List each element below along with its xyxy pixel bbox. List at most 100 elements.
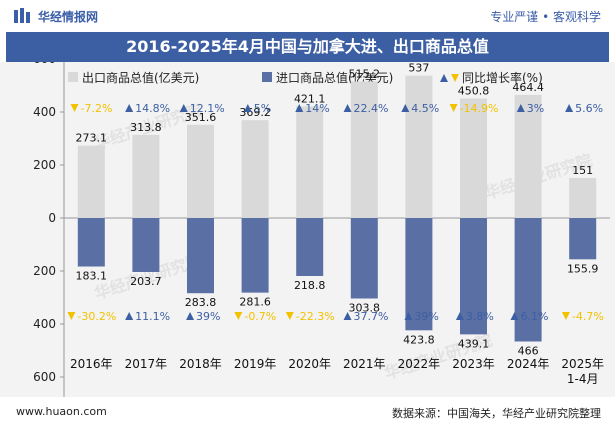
import-value-label: 218.8 [294,279,326,292]
y-tick-label: 600 [33,62,56,66]
chart-svg: 华经产业研究院华经产业研究院华经产业研究院华经产业研究院出口商品总值(亿美元)进… [33,0,610,427]
export-value-label: 421.1 [294,92,326,105]
import-value-label: 466 [518,344,539,357]
export-value-label: 464.4 [512,81,544,94]
export-bar [569,177,597,218]
y-tick-label: 0 [48,211,56,225]
export-growth-label: 4.5% [411,102,439,115]
legend-up-arrow-icon [440,74,448,82]
import-growth-label: 39% [414,310,438,323]
y-tick-label: 200 [33,158,56,172]
legend-label-growth: 同比增长率(%) [462,70,543,85]
export-growth-label: 12.1% [190,102,225,115]
data-source: 数据来源：中国海关，华经产业研究院整理 [392,407,601,420]
export-growth-label: -7.2% [81,102,113,115]
export-value-label: 313.8 [130,121,162,134]
export-growth-up-arrow-icon [295,104,304,112]
import-growth-label: 11.1% [135,310,170,323]
import-value-label: 303.8 [349,302,381,315]
export-bar [405,75,433,218]
legend-label-export: 出口商品总值(亿美元) [82,70,199,85]
export-bar [460,98,487,218]
x-tick-label: 2023年 [452,357,495,371]
import-bar [241,218,269,293]
export-growth-label: 3% [527,102,544,115]
top-bar: 华经情报网 专业严谨 • 客观科学 [0,0,615,30]
import-growth-up-arrow-icon [510,312,519,320]
x-tick-label: 2018年 [179,357,222,371]
legend-label-import: 进口商品总值(亿美元) [276,70,393,85]
y-tick-label: 200 [33,264,56,278]
brand-logo-icon [14,8,30,23]
export-growth-up-arrow-icon [343,104,352,112]
import-value-label: 283.8 [185,296,217,309]
export-bar [241,120,269,218]
export-bar [187,124,214,218]
export-growth-up-arrow-icon [401,104,410,112]
tagline: 专业严谨 • 客观科学 [490,10,601,24]
export-value-label: 273.1 [76,132,108,145]
legend-down-arrow-icon [451,74,459,82]
legend-swatch-export [68,72,78,82]
import-growth-label: 3.8% [466,310,494,323]
import-growth-up-arrow-icon [343,312,352,320]
export-value-label: 515.2 [349,67,381,80]
import-growth-down-arrow-icon [234,312,243,320]
import-bar [132,218,160,272]
import-growth-label: -30.2% [77,310,116,323]
export-growth-up-arrow-icon [179,104,188,112]
export-value-label: 450.8 [458,85,490,98]
export-bar [350,81,378,218]
import-bar [514,218,542,342]
x-tick-label: 2024年 [507,357,550,371]
website-link[interactable]: www.huaon.com [16,405,107,418]
export-growth-label: 14% [305,102,329,115]
x-tick-label: 2022年 [398,357,441,371]
x-tick-label: 1-4月 [567,372,599,386]
import-growth-label: -22.3% [296,310,335,323]
export-growth-down-arrow-icon [449,104,458,112]
import-growth-label: -4.7% [572,310,604,323]
export-growth-up-arrow-icon [125,104,134,112]
import-value-label: 203.7 [130,275,162,288]
x-tick-label: 2019年 [234,357,277,371]
export-bar [296,106,324,218]
import-growth-up-arrow-icon [186,312,195,320]
export-growth-label: 22.4% [354,102,389,115]
export-bar [77,145,105,218]
export-growth-up-arrow-icon [516,104,525,112]
legend-swatch-import [262,72,272,82]
y-tick-label: 600 [33,370,56,384]
import-bar [460,218,487,335]
import-growth-label: 6.1% [521,310,549,323]
import-bar [187,218,214,294]
x-tick-label: 2025年 [561,357,604,371]
export-growth-up-arrow-icon [565,104,574,112]
import-value-label: 423.8 [403,333,435,346]
export-growth-up-arrow-icon [243,104,252,112]
import-growth-up-arrow-icon [125,312,134,320]
import-value-label: 155.9 [567,262,599,275]
import-growth-down-arrow-icon [67,312,76,320]
y-tick-label: 400 [33,317,56,331]
x-tick-label: 2016年 [70,357,113,371]
import-growth-label: 37.7% [354,310,389,323]
export-growth-label: 5% [254,102,271,115]
import-bar [350,218,378,299]
import-bar [296,218,324,276]
import-value-label: 281.6 [239,296,271,309]
x-tick-label: 2017年 [125,357,168,371]
x-tick-label: 2021年 [343,357,386,371]
export-value-label: 537 [408,62,429,75]
import-growth-down-arrow-icon [561,312,570,320]
y-tick-label: 400 [33,105,56,119]
export-growth-down-arrow-icon [70,104,79,112]
export-value-label: 151 [572,164,593,177]
import-bar [77,218,105,267]
import-value-label: 183.1 [76,270,108,283]
import-bar [569,218,597,260]
footer: www.huaon.com 数据来源：中国海关，华经产业研究院整理 [0,397,615,427]
x-tick-label: 2020年 [288,357,331,371]
